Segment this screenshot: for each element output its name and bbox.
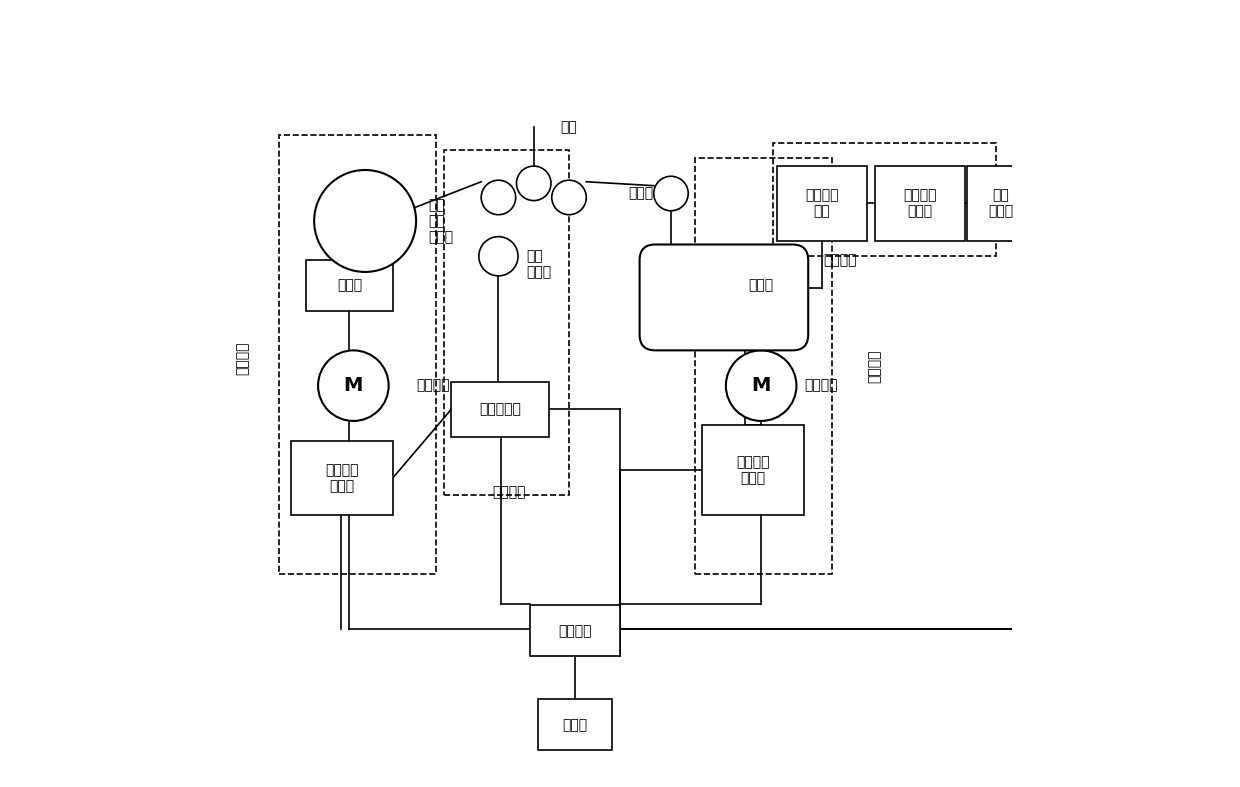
FancyBboxPatch shape [451,382,549,437]
Circle shape [481,180,516,215]
Text: 两轴步进
电机: 两轴步进 电机 [805,188,838,219]
Text: 液晶屏: 液晶屏 [563,718,588,732]
FancyBboxPatch shape [538,700,613,750]
Text: 检测系统: 检测系统 [492,486,526,499]
Text: 两轴步进
驱动器: 两轴步进 驱动器 [903,188,936,219]
FancyBboxPatch shape [290,441,393,515]
Text: 伺服电机: 伺服电机 [805,379,838,393]
Text: 收卷装置: 收卷装置 [868,349,882,382]
FancyBboxPatch shape [967,166,1034,241]
Circle shape [314,170,417,272]
FancyBboxPatch shape [718,260,805,311]
FancyBboxPatch shape [702,425,805,515]
Text: 减速机: 减速机 [749,279,774,293]
Text: 压线装置: 压线装置 [823,253,857,267]
Text: 放卷伺服
驱动器: 放卷伺服 驱动器 [325,463,358,493]
Circle shape [725,350,796,421]
FancyBboxPatch shape [875,166,965,241]
Text: 涂胶: 涂胶 [560,120,578,134]
Text: 导线轮: 导线轮 [627,187,653,201]
Text: 收卷伺服
驱动器: 收卷伺服 驱动器 [737,455,770,485]
FancyBboxPatch shape [306,260,393,311]
Text: 张力变送器: 张力变送器 [480,402,521,416]
Circle shape [479,237,518,276]
Circle shape [319,350,388,421]
Circle shape [653,176,688,211]
Text: 控制系统: 控制系统 [558,624,591,637]
Text: 放卷装置: 放卷装置 [236,342,249,375]
Text: 减速机: 减速机 [337,279,362,293]
Text: M: M [751,376,771,395]
Text: 张力
传感器: 张力 传感器 [526,249,551,279]
Circle shape [552,180,587,215]
Circle shape [730,272,761,303]
Text: 压线
控制器: 压线 控制器 [988,188,1013,219]
Text: 伺服电机: 伺服电机 [417,379,450,393]
Circle shape [517,166,551,201]
FancyBboxPatch shape [529,605,620,656]
FancyBboxPatch shape [640,245,808,350]
Text: 超导
线材
放线盘: 超导 线材 放线盘 [428,198,453,244]
Text: M: M [343,376,363,395]
FancyBboxPatch shape [776,166,867,241]
